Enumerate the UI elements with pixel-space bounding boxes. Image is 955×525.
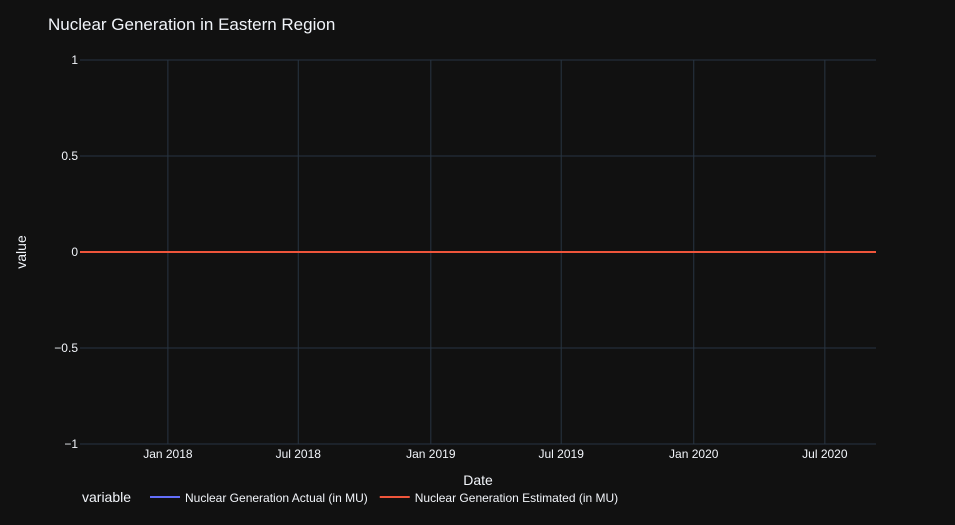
legend-title: variable	[82, 489, 131, 505]
x-tick-label: Jan 2019	[406, 447, 456, 461]
y-axis-ticks: 1 0.5 0 −0.5 −1	[54, 53, 78, 451]
x-tick-label: Jul 2019	[539, 447, 585, 461]
x-axis-ticks: Jan 2018 Jul 2018 Jan 2019 Jul 2019 Jan 2020…	[143, 447, 848, 461]
legend-item[interactable]: Nuclear Generation Estimated (in MU)	[379, 491, 618, 505]
x-tick-label: Jul 2018	[276, 447, 322, 461]
y-tick-label: 0	[71, 245, 78, 259]
y-tick-label: 0.5	[61, 149, 78, 163]
y-axis-title: value	[13, 235, 29, 269]
x-axis-title: Date	[463, 472, 493, 488]
legend-label: Nuclear Generation Actual (in MU)	[185, 491, 368, 505]
legend-item[interactable]: Nuclear Generation Actual (in MU)	[150, 491, 368, 505]
y-tick-label: 1	[71, 53, 78, 67]
chart-title: Nuclear Generation in Eastern Region	[48, 15, 335, 34]
x-tick-label: Jan 2020	[669, 447, 719, 461]
legend-label: Nuclear Generation Estimated (in MU)	[415, 491, 618, 505]
x-tick-label: Jul 2020	[802, 447, 848, 461]
y-tick-label: −1	[64, 437, 78, 451]
x-tick-label: Jan 2018	[143, 447, 193, 461]
legend: variable Nuclear Generation Actual (in M…	[82, 489, 618, 505]
y-tick-label: −0.5	[54, 341, 78, 355]
